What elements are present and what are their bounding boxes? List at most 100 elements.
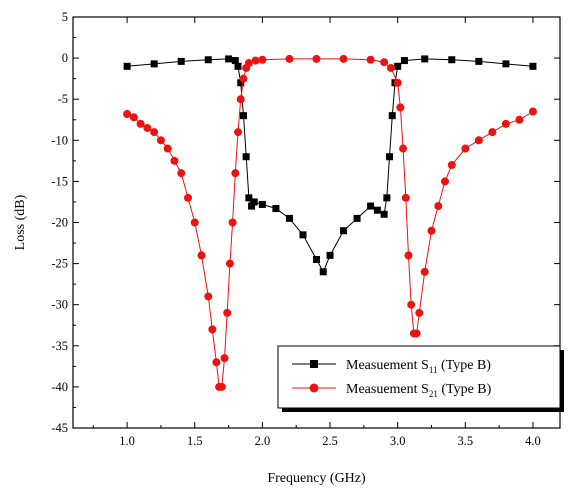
x-tick-label: 2.5: [322, 434, 338, 448]
data-point: [285, 214, 293, 222]
y-tick-label: -40: [51, 380, 68, 394]
legend-label-subscript: 21: [429, 389, 438, 399]
legend-item: Measuement S21 (Type B): [292, 382, 492, 399]
series-layer: [123, 54, 537, 391]
data-point: [190, 218, 199, 227]
data-point: [258, 200, 266, 208]
y-tick-label: -10: [51, 133, 68, 147]
data-point: [339, 54, 348, 63]
data-point: [421, 55, 429, 63]
data-point: [143, 123, 152, 132]
data-point: [388, 112, 396, 120]
data-point: [326, 251, 334, 259]
data-point: [299, 231, 307, 239]
data-point: [285, 54, 294, 63]
data-point: [400, 57, 408, 65]
x-tick-label: 3.0: [390, 434, 406, 448]
data-point: [272, 205, 280, 213]
data-point: [394, 62, 402, 70]
data-point: [123, 109, 132, 118]
legend-label-subscript: 11: [429, 365, 438, 375]
data-point: [170, 156, 179, 165]
data-point: [177, 57, 185, 65]
y-tick-label: -5: [58, 92, 68, 106]
y-tick-label: -20: [51, 216, 68, 230]
data-point: [366, 55, 375, 64]
data-point: [225, 55, 233, 63]
data-point: [313, 255, 320, 263]
data-point: [401, 193, 410, 202]
data-point: [353, 214, 361, 222]
data-point: [312, 54, 321, 63]
data-point: [380, 210, 388, 218]
x-tick-label: 2.0: [255, 434, 271, 448]
data-point: [231, 57, 239, 65]
data-point: [239, 112, 247, 120]
data-point: [386, 63, 395, 72]
data-point: [461, 144, 470, 153]
data-point: [234, 128, 243, 137]
legend-label-tail: (Type B): [438, 358, 492, 373]
axis-ticks: 1.0 1.5 2.0 2.5 3.0 3.5 4.0 5 0 -5 -10 -15 -20 -25 -30…: [51, 10, 560, 448]
data-point: [237, 79, 245, 87]
data-point: [197, 251, 206, 260]
legend-label-main: Measuement S: [346, 358, 429, 373]
data-point: [239, 74, 248, 83]
data-point: [319, 268, 327, 276]
y-tick-label: -30: [51, 298, 68, 312]
series-s11: [123, 55, 537, 276]
y-tick-label: -15: [51, 174, 68, 188]
data-point: [407, 300, 416, 309]
data-point: [225, 259, 234, 268]
data-point: [434, 202, 443, 211]
data-point: [250, 198, 258, 206]
data-point: [129, 113, 138, 122]
legend-label-tail: (Type B): [438, 382, 492, 397]
data-point: [502, 60, 510, 68]
data-point: [475, 57, 483, 65]
data-point: [415, 308, 424, 317]
data-point: [150, 128, 159, 137]
y-tick-label: -25: [51, 257, 68, 271]
data-point: [231, 169, 240, 178]
data-point: [220, 354, 229, 363]
data-point: [427, 226, 436, 235]
data-point: [212, 358, 221, 367]
y-tick-label: 0: [62, 51, 68, 65]
data-point: [420, 267, 429, 276]
data-point: [251, 56, 260, 65]
data-point: [204, 292, 213, 301]
data-point: [245, 194, 253, 202]
legend-label: Measuement S21 (Type B): [346, 382, 492, 399]
data-point: [163, 144, 172, 153]
data-point: [228, 218, 237, 227]
legend-label-main: Measuement S: [346, 382, 429, 397]
data-point: [393, 78, 402, 87]
data-point: [396, 103, 405, 112]
data-point: [123, 62, 131, 70]
legend-marker: [310, 360, 318, 368]
data-point: [404, 251, 413, 260]
data-point: [399, 144, 408, 153]
data-point: [488, 128, 497, 137]
data-point: [242, 153, 250, 161]
legend-label: Measuement S11 (Type B): [346, 358, 491, 375]
data-point: [529, 62, 537, 70]
data-point: [258, 55, 267, 64]
y-tick-label: 5: [62, 10, 68, 24]
data-point: [248, 202, 256, 210]
x-tick-label: 4.0: [525, 434, 541, 448]
x-tick-label: 1.5: [187, 434, 203, 448]
data-point: [447, 160, 456, 169]
x-tick-label: 1.0: [119, 434, 135, 448]
data-point: [340, 227, 348, 235]
data-point: [150, 60, 158, 68]
data-point: [204, 56, 212, 64]
data-point: [380, 58, 389, 67]
legend-marker: [309, 383, 319, 393]
legend: Measuement S11 (Type B)Measuement S21 (T…: [277, 345, 564, 412]
data-point: [136, 119, 145, 128]
data-point: [177, 169, 186, 178]
data-point: [386, 153, 394, 161]
